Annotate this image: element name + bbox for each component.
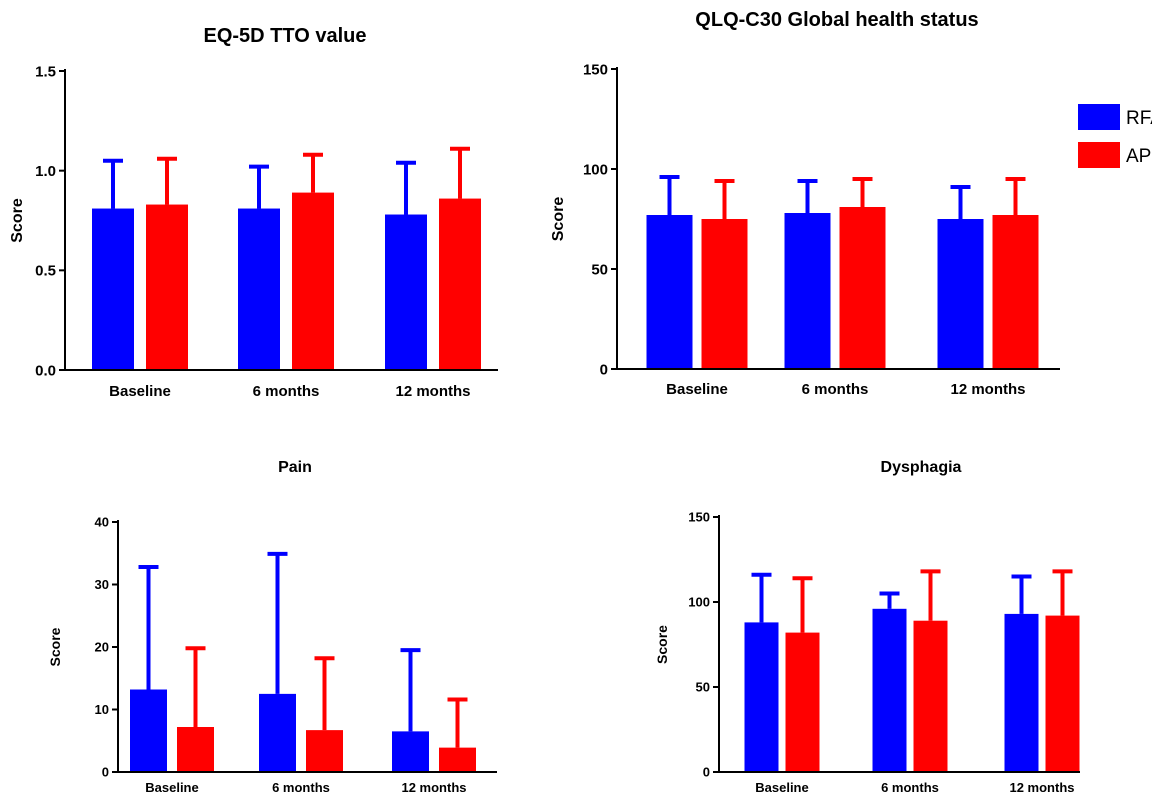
- y-axis-label: Score: [47, 627, 63, 666]
- x-category-label: 6 months: [802, 381, 869, 398]
- x-category-label: Baseline: [666, 381, 728, 398]
- x-category-label: 12 months: [401, 780, 466, 795]
- chart-panel-3: Pain Score 0 10 20 30 40 Baseline 6 months 12 mon…: [47, 459, 497, 795]
- bar-apc-3: [439, 747, 476, 772]
- bar-apc-3: [1045, 615, 1080, 772]
- legend-label-apc: APC: [1126, 146, 1152, 167]
- y-axis-label: Score: [654, 625, 670, 664]
- chart-panel-2: QLQ-C30 Global health status Score 0 50 100 1…: [550, 9, 1060, 398]
- x-category-label: 6 months: [253, 383, 320, 400]
- bar-rfa-1: [92, 208, 134, 370]
- bar-rfa-1: [744, 622, 779, 772]
- y-tick-label: 0: [102, 765, 109, 780]
- bar-apc-2: [306, 730, 343, 772]
- chart-title: EQ-5D TTO value: [203, 25, 366, 47]
- y-tick-label: 100: [688, 595, 710, 610]
- y-tick-label: 50: [591, 261, 608, 278]
- bar-apc-1: [177, 727, 214, 772]
- legend-swatch-apc: [1078, 142, 1120, 168]
- bar-apc-1: [701, 219, 748, 369]
- x-category-label: Baseline: [109, 383, 171, 400]
- legend: RFA APC: [1078, 104, 1152, 168]
- bar-rfa-2: [872, 608, 907, 772]
- y-tick-label: 150: [583, 61, 608, 78]
- bar-rfa-2: [784, 213, 831, 369]
- y-tick-label: 20: [95, 640, 109, 655]
- bar-rfa-2: [259, 693, 296, 772]
- y-tick-label: 0.5: [35, 263, 56, 280]
- chart-title: Pain: [278, 459, 312, 476]
- y-tick-label: 50: [696, 680, 710, 695]
- bar-rfa-3: [392, 731, 429, 772]
- bar-rfa-1: [646, 215, 693, 369]
- x-category-label: 12 months: [1009, 780, 1074, 795]
- y-tick-label: 150: [688, 510, 710, 525]
- bar-apc-2: [913, 620, 948, 772]
- y-tick-label: 0: [703, 765, 710, 780]
- chart-title: Dysphagia: [881, 459, 962, 476]
- y-tick-label: 1.0: [35, 163, 56, 180]
- x-category-label: Baseline: [145, 780, 198, 795]
- bar-apc-3: [992, 215, 1039, 369]
- x-category-label: 6 months: [272, 780, 330, 795]
- chart-panel-4: Dysphagia Score 0 50 100 150 Baseline 6 months 1…: [654, 459, 1080, 795]
- y-tick-label: 0: [600, 361, 608, 378]
- bar-rfa-3: [385, 214, 427, 370]
- x-category-label: Baseline: [755, 780, 808, 795]
- y-tick-label: 30: [95, 577, 109, 592]
- chart-panel-1: EQ-5D TTO value Score 0.0 0.5 1.0 1.5 Baseline…: [9, 25, 498, 400]
- y-axis-label: Score: [550, 197, 567, 242]
- x-category-label: 6 months: [881, 780, 939, 795]
- bar-rfa-3: [1004, 613, 1039, 772]
- x-category-label: 12 months: [950, 381, 1025, 398]
- bar-rfa-1: [130, 689, 167, 772]
- bar-apc-1: [146, 204, 188, 370]
- bar-apc-2: [839, 207, 886, 369]
- bar-apc-1: [785, 632, 820, 772]
- bar-apc-3: [439, 198, 481, 370]
- chart-title: QLQ-C30 Global health status: [695, 9, 978, 31]
- y-tick-label: 40: [95, 515, 109, 530]
- y-tick-label: 1.5: [35, 63, 56, 80]
- y-tick-label: 100: [583, 161, 608, 178]
- bar-rfa-3: [937, 219, 984, 369]
- y-tick-label: 0.0: [35, 362, 56, 379]
- y-tick-label: 10: [95, 702, 109, 717]
- x-category-label: 12 months: [395, 383, 470, 400]
- y-axis-label: Score: [9, 198, 26, 243]
- bar-rfa-2: [238, 208, 280, 370]
- bar-apc-2: [292, 192, 334, 370]
- legend-label-rfa: RFA: [1126, 108, 1152, 129]
- legend-swatch-rfa: [1078, 104, 1120, 130]
